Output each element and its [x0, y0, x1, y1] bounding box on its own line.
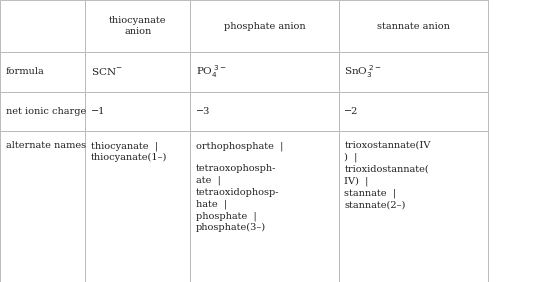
Text: SnO$_3^{\ 2-}$: SnO$_3^{\ 2-}$ — [344, 63, 382, 80]
Bar — [85, 0, 190, 52]
Text: SCN$^{-}$: SCN$^{-}$ — [91, 66, 122, 78]
Bar — [339, 131, 488, 282]
Text: phosphate anion: phosphate anion — [224, 22, 305, 30]
Text: trioxostannate(IV
)  |
trioxidostannate(
IV)  |
stannate  |
stannate(2–): trioxostannate(IV ) | trioxidostannate( … — [344, 141, 431, 209]
Text: orthophosphate  |

tetraoxophosph-
ate  |
tetraoxidophosp-
hate  |
phosphate  |
: orthophosphate | tetraoxophosph- ate | t… — [196, 141, 283, 232]
Bar — [0, 0, 85, 52]
Text: formula: formula — [6, 67, 44, 76]
Bar — [0, 92, 85, 131]
Bar — [339, 0, 488, 52]
Bar — [85, 52, 190, 92]
Text: net ionic charge: net ionic charge — [6, 107, 86, 116]
Bar — [339, 92, 488, 131]
Bar — [190, 52, 339, 92]
Bar — [190, 0, 339, 52]
Bar — [0, 131, 85, 282]
Bar — [190, 131, 339, 282]
Text: −3: −3 — [196, 107, 210, 116]
Text: thiocyanate
anion: thiocyanate anion — [109, 16, 166, 36]
Bar — [85, 131, 190, 282]
Bar — [0, 52, 85, 92]
Text: stannate anion: stannate anion — [377, 22, 450, 30]
Text: −2: −2 — [344, 107, 359, 116]
Bar — [85, 92, 190, 131]
Bar — [339, 52, 488, 92]
Text: −1: −1 — [91, 107, 105, 116]
Bar — [190, 92, 339, 131]
Text: alternate names: alternate names — [6, 141, 85, 150]
Text: PO$_4^{\ 3-}$: PO$_4^{\ 3-}$ — [196, 63, 227, 80]
Text: thiocyanate  |
thiocyanate(1–): thiocyanate | thiocyanate(1–) — [91, 141, 168, 162]
